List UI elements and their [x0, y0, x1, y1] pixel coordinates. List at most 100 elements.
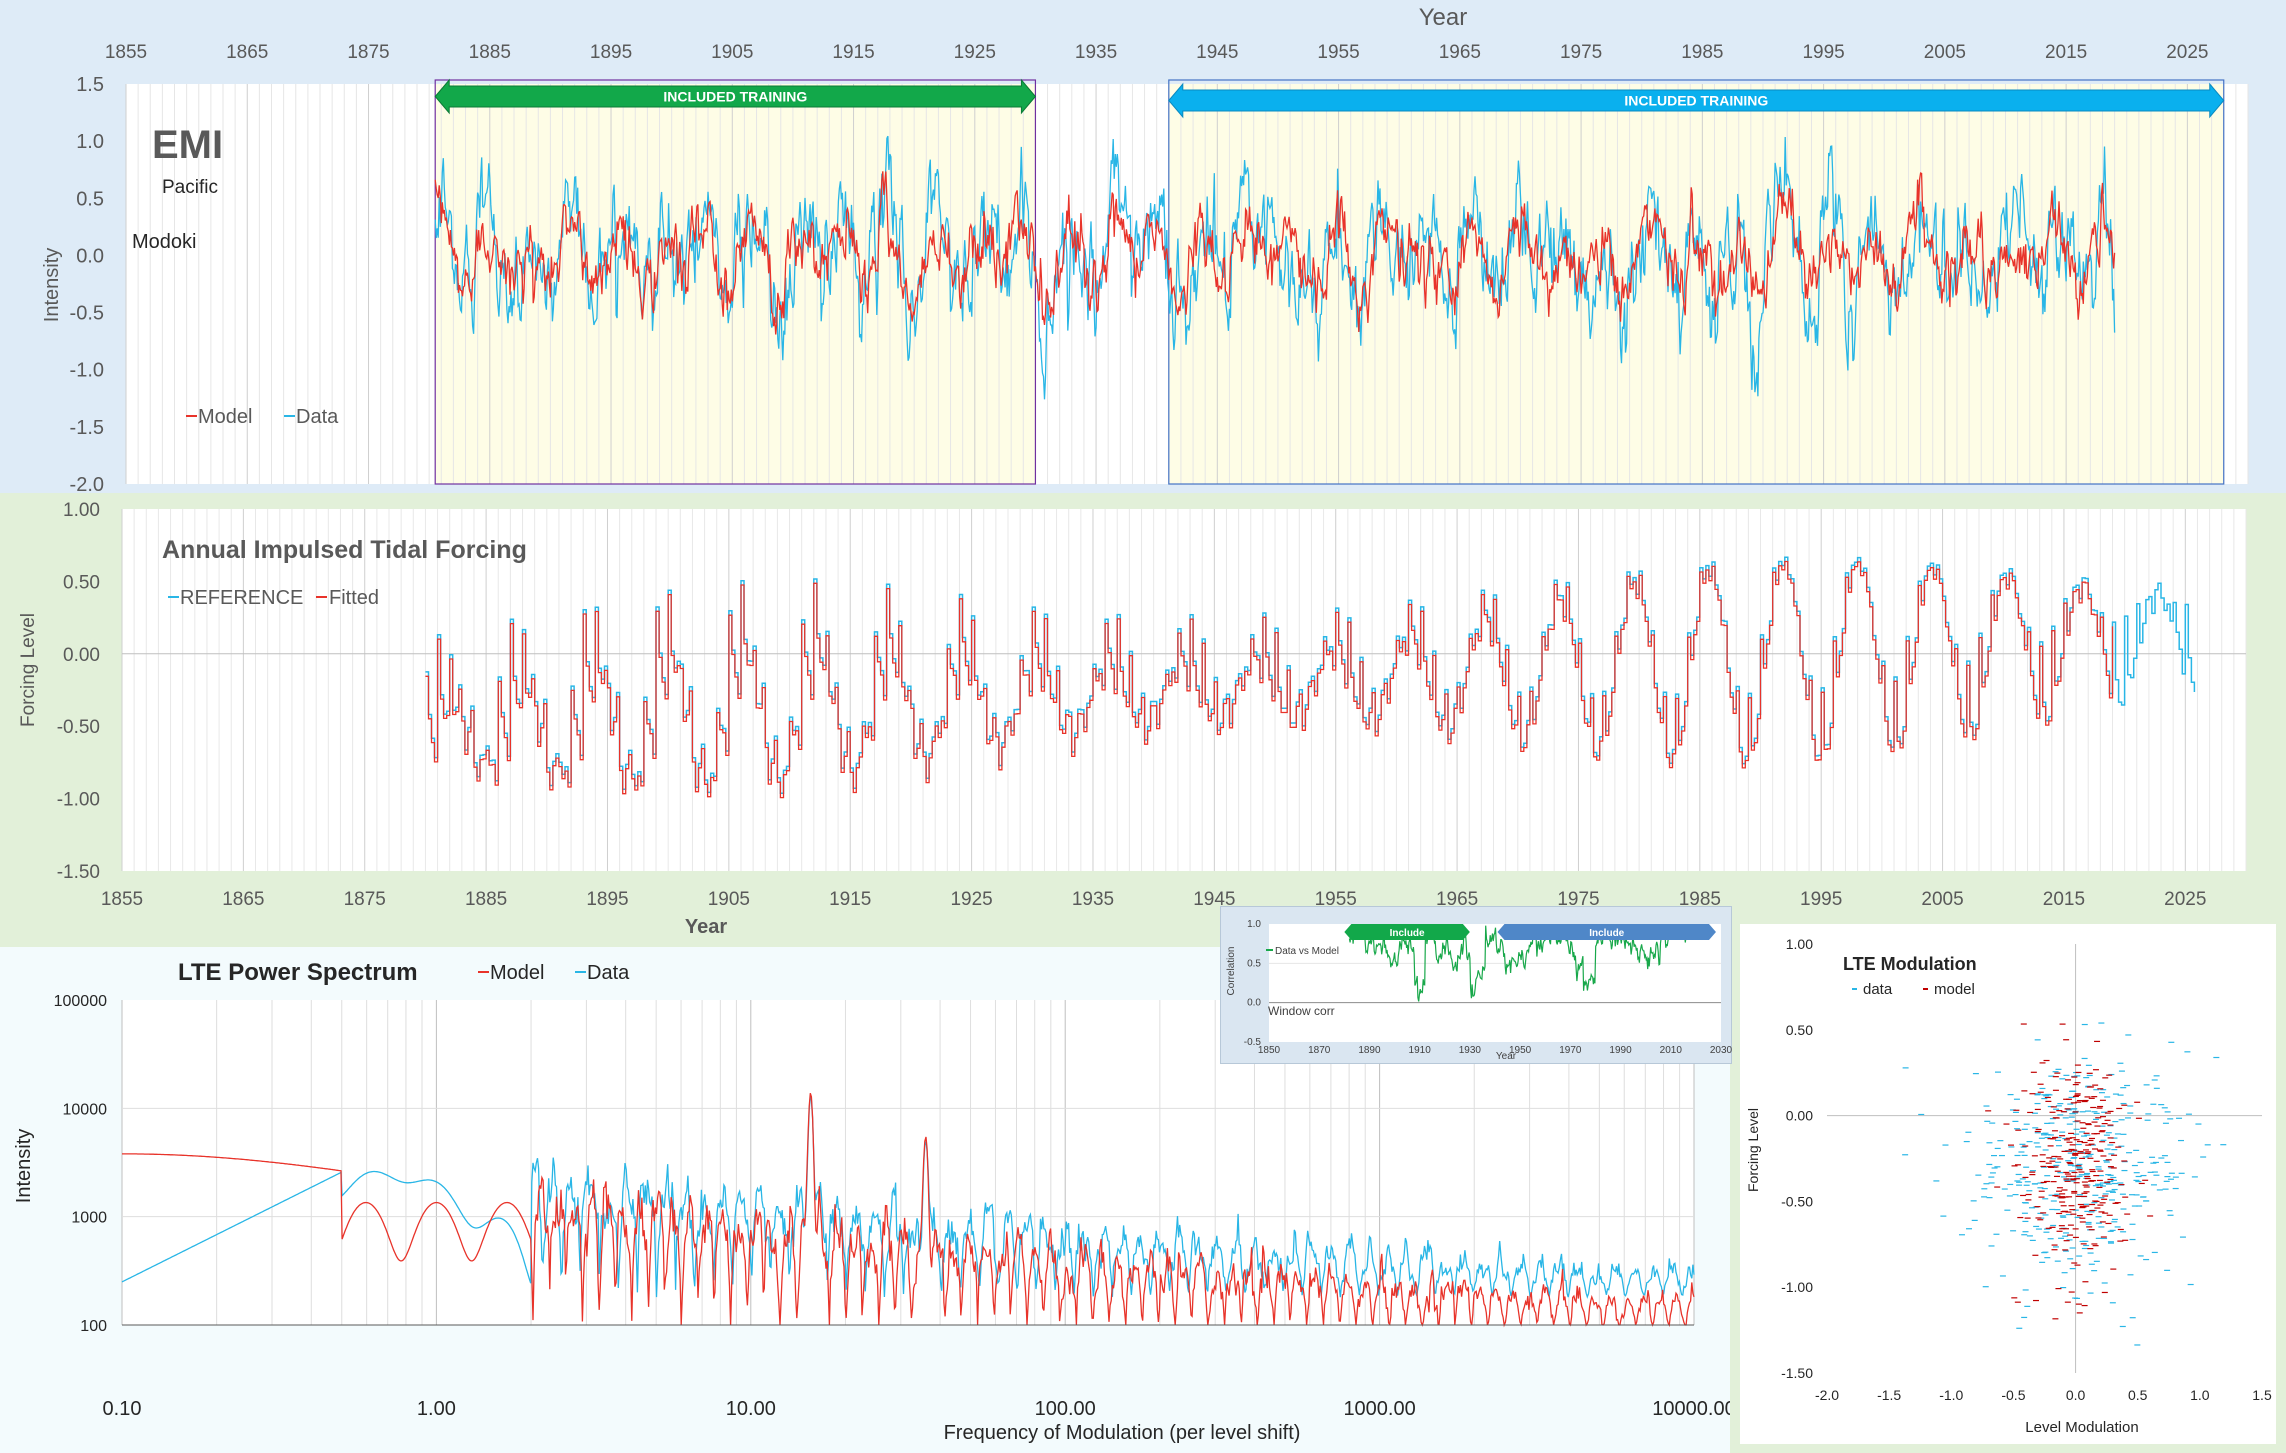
forcing-xtick-label: 1935 [1072, 889, 1114, 910]
spectrum-ytick-label: 10000 [63, 1101, 108, 1118]
corr-xtick-label: 1850 [1258, 1045, 1281, 1056]
corr-annotation: Window corr [1268, 1004, 1335, 1018]
emi-xlabel: Year [1419, 4, 1468, 31]
emi-xtick-label: 1965 [1439, 42, 1481, 63]
spectrum-ytick-label: 100000 [54, 993, 107, 1010]
emi-annotation: Modoki [132, 231, 196, 253]
corr-series [1348, 924, 1692, 1002]
lte-xtick-label: 0.5 [2128, 1387, 2148, 1403]
emi-xtick-label: 1955 [1317, 42, 1359, 63]
lte-ylabel: Forcing Level [1745, 1108, 1761, 1192]
forcing-ytick-label: 0.00 [63, 645, 100, 666]
forcing-xtick-label: 1985 [1679, 889, 1721, 910]
window-corr-panel: 1.0 0.5 0.0 -0.5 1850 1870 1890 1910 1930 1950 197… [1220, 906, 1733, 1064]
emi-xtick-label: 1915 [832, 42, 874, 63]
forcing-chart-panel: 1.00 0.50 0.00 -0.50 -1.00 -1.50 1855 1865 1875 1… [0, 493, 2286, 947]
corr-xtick-label: 2010 [1660, 1045, 1683, 1056]
emi-ytick-label: -1.0 [70, 360, 104, 382]
corr-include-label: Include [1390, 928, 1425, 939]
lte-title: LTE Modulation [1843, 954, 1977, 974]
lte-xtick-label: 1.0 [2190, 1387, 2210, 1403]
spectrum-legend: Model Data [478, 962, 630, 984]
emi-ytick-label: -0.5 [70, 303, 104, 325]
corr-include-label: Include [1589, 928, 1624, 939]
training-label: INCLUDED TRAINING [663, 89, 807, 105]
emi-xtick-label: 1875 [347, 42, 389, 63]
emi-xtick-label: 2015 [2045, 42, 2087, 63]
emi-chart-panel: INCLUDED TRAINING INCLUDED TRAINING 1.5 1.… [0, 0, 2286, 493]
forcing-ylabel: Forcing Level [18, 613, 39, 727]
corr-ytick-label: 0.5 [1247, 958, 1261, 969]
forcing-ytick-label: 1.00 [63, 500, 100, 521]
lte-xtick-label: -0.5 [2001, 1387, 2025, 1403]
emi-ytick-label: -2.0 [70, 474, 104, 493]
lte-xtick-label: 0.0 [2066, 1387, 2086, 1403]
corr-xlabel: Year [1496, 1051, 1517, 1062]
training-arrow [1168, 82, 2225, 119]
emi-xtick-label: 2025 [2166, 42, 2208, 63]
spectrum-xtick-label: 10000.00 [1652, 1398, 1730, 1420]
corr-include-arrow [1344, 924, 1470, 940]
corr-xtick-label: 2030 [1710, 1045, 1733, 1056]
spectrum-xtick-label: 100.00 [1035, 1398, 1096, 1420]
spectrum-chart-panel: 100000 10000 1000 100 0.10 1.00 10.00 100.00 100… [0, 947, 1730, 1453]
emi-xtick-label: 1975 [1560, 42, 1602, 63]
spectrum-series-model [122, 1093, 1695, 1328]
corr-legend: Data vs Model [1275, 946, 1339, 957]
spectrum-xtick-label: 10.00 [726, 1398, 776, 1420]
corr-ylabel: Correlation [1226, 947, 1237, 996]
forcing-xtick-label: 1915 [829, 889, 871, 910]
spectrum-xtick-label: 1.00 [417, 1398, 456, 1420]
forcing-legend: REFERENCE Fitted [168, 587, 379, 609]
forcing-series-fitted [425, 560, 2114, 799]
spectrum-ytick-label: 1000 [71, 1210, 107, 1227]
training-label: INCLUDED TRAINING [1624, 93, 1768, 109]
forcing-xtick-label: 1975 [1557, 889, 1599, 910]
training-region-border [434, 79, 1037, 485]
emi-chart: INCLUDED TRAINING INCLUDED TRAINING 1.5 1.… [41, 4, 2249, 493]
spectrum-xtick-label: 0.10 [103, 1398, 142, 1420]
forcing-xtick-label: 1925 [950, 889, 992, 910]
emi-subtitle: Pacific [162, 177, 218, 198]
training-region-shade [1168, 84, 2224, 484]
emi-xtick-label: 1905 [711, 42, 753, 63]
lte-ytick-label: -1.00 [1781, 1279, 1813, 1295]
corr-xtick-label: 1890 [1358, 1045, 1381, 1056]
forcing-xtick-label: 2025 [2164, 889, 2206, 910]
lte-ytick-label: 0.50 [1786, 1022, 1813, 1038]
emi-ylabel: Intensity [41, 248, 63, 322]
forcing-legend-reference: REFERENCE [180, 587, 303, 609]
forcing-ytick-label: 0.50 [63, 572, 100, 593]
emi-ytick-label: 1.5 [76, 74, 104, 96]
lte-xlabel: Level Modulation [2025, 1419, 2138, 1436]
spectrum-ytick-label: 100 [80, 1318, 107, 1335]
forcing-xtick-label: 1895 [586, 889, 628, 910]
forcing-ytick-label: -1.50 [57, 862, 100, 883]
lte-xtick-label: -1.5 [1877, 1387, 1901, 1403]
lte-modulation-chart: 1.00 0.50 0.00 -0.50 -1.00 -1.50-2.0 -1.5 -1.0 -… [1740, 924, 2276, 1444]
forcing-xtick-label: 1965 [1436, 889, 1478, 910]
forcing-plot-area [122, 509, 2246, 871]
forcing-xtick-label: 1945 [1193, 889, 1235, 910]
emi-legend-model: Model [198, 406, 252, 428]
forcing-title: Annual Impulsed Tidal Forcing [162, 536, 527, 564]
emi-xtick-label: 1865 [226, 42, 268, 63]
lte-ytick-label: 0.00 [1786, 1108, 1813, 1124]
forcing-xtick-label: 1875 [344, 889, 386, 910]
emi-xtick-label: 1855 [105, 42, 147, 63]
lte-legend-data: data [1863, 981, 1893, 998]
lte-xtick-label: 1.5 [2252, 1387, 2272, 1403]
emi-xtick-label: 1935 [1075, 42, 1117, 63]
emi-xtick-label: 2005 [1924, 42, 1966, 63]
emi-ytick-label: 0.5 [76, 188, 104, 210]
emi-legend-data: Data [296, 406, 339, 428]
forcing-xtick-label: 1885 [465, 889, 507, 910]
corr-xtick-label: 1870 [1308, 1045, 1331, 1056]
lte-ytick-label: -1.50 [1781, 1365, 1813, 1381]
corr-ytick-label: -0.5 [1244, 1037, 1262, 1048]
spectrum-title: LTE Power Spectrum [178, 959, 418, 986]
corr-xtick-label: 1990 [1609, 1045, 1632, 1056]
forcing-xtick-label: 1865 [222, 889, 264, 910]
